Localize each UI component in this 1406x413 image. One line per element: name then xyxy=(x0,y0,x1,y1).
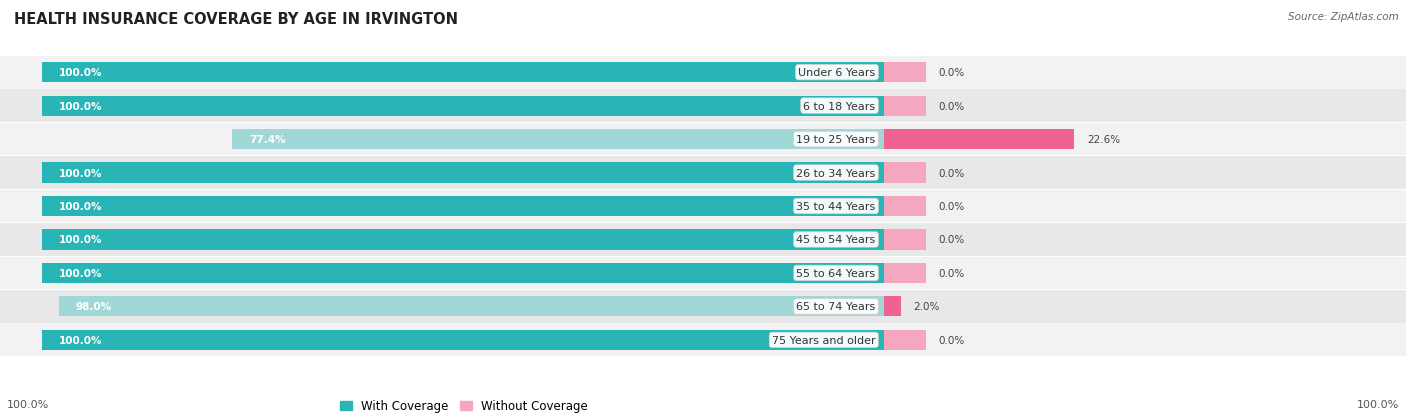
Text: 0.0%: 0.0% xyxy=(939,168,965,178)
Bar xyxy=(42,197,884,216)
Bar xyxy=(0,324,1406,356)
Bar xyxy=(0,157,1406,190)
Bar xyxy=(232,130,884,150)
Text: 100.0%: 100.0% xyxy=(59,101,103,112)
Text: HEALTH INSURANCE COVERAGE BY AGE IN IRVINGTON: HEALTH INSURANCE COVERAGE BY AGE IN IRVI… xyxy=(14,12,458,27)
Bar xyxy=(0,190,1406,223)
Bar xyxy=(0,290,1406,323)
Text: 0.0%: 0.0% xyxy=(939,268,965,278)
Text: 100.0%: 100.0% xyxy=(59,202,103,211)
Bar xyxy=(42,263,884,283)
Bar xyxy=(0,257,1406,290)
Text: 77.4%: 77.4% xyxy=(249,135,285,145)
Text: Source: ZipAtlas.com: Source: ZipAtlas.com xyxy=(1288,12,1399,22)
Bar xyxy=(0,57,1406,89)
Bar xyxy=(884,330,927,350)
Bar xyxy=(884,163,927,183)
Text: 0.0%: 0.0% xyxy=(939,101,965,112)
Legend: With Coverage, Without Coverage: With Coverage, Without Coverage xyxy=(335,395,593,413)
Text: 0.0%: 0.0% xyxy=(939,202,965,211)
Text: 45 to 54 Years: 45 to 54 Years xyxy=(796,235,876,245)
Text: 100.0%: 100.0% xyxy=(7,399,49,409)
Text: 2.0%: 2.0% xyxy=(914,301,939,312)
Text: 98.0%: 98.0% xyxy=(76,301,112,312)
Text: 100.0%: 100.0% xyxy=(59,268,103,278)
Text: Under 6 Years: Under 6 Years xyxy=(799,68,876,78)
Bar xyxy=(42,96,884,116)
Text: 55 to 64 Years: 55 to 64 Years xyxy=(796,268,876,278)
Text: 65 to 74 Years: 65 to 74 Years xyxy=(796,301,876,312)
Bar xyxy=(884,63,927,83)
Text: 75 Years and older: 75 Years and older xyxy=(772,335,876,345)
Bar xyxy=(884,230,927,250)
Text: 35 to 44 Years: 35 to 44 Years xyxy=(796,202,876,211)
Bar xyxy=(884,297,901,317)
Text: 19 to 25 Years: 19 to 25 Years xyxy=(796,135,876,145)
Bar xyxy=(884,96,927,116)
Bar xyxy=(884,263,927,283)
Bar xyxy=(59,297,884,317)
Text: 0.0%: 0.0% xyxy=(939,235,965,245)
Text: 22.6%: 22.6% xyxy=(1087,135,1121,145)
Bar xyxy=(884,130,1074,150)
Bar xyxy=(0,123,1406,156)
Bar xyxy=(0,223,1406,256)
Text: 100.0%: 100.0% xyxy=(1357,399,1399,409)
Text: 26 to 34 Years: 26 to 34 Years xyxy=(796,168,876,178)
Bar xyxy=(42,330,884,350)
Text: 0.0%: 0.0% xyxy=(939,335,965,345)
Text: 0.0%: 0.0% xyxy=(939,68,965,78)
Text: 100.0%: 100.0% xyxy=(59,68,103,78)
Text: 100.0%: 100.0% xyxy=(59,335,103,345)
Text: 6 to 18 Years: 6 to 18 Years xyxy=(803,101,876,112)
Bar xyxy=(884,197,927,216)
Bar xyxy=(0,90,1406,123)
Text: 100.0%: 100.0% xyxy=(59,168,103,178)
Bar xyxy=(42,63,884,83)
Text: 100.0%: 100.0% xyxy=(59,235,103,245)
Bar xyxy=(42,163,884,183)
Bar xyxy=(42,230,884,250)
